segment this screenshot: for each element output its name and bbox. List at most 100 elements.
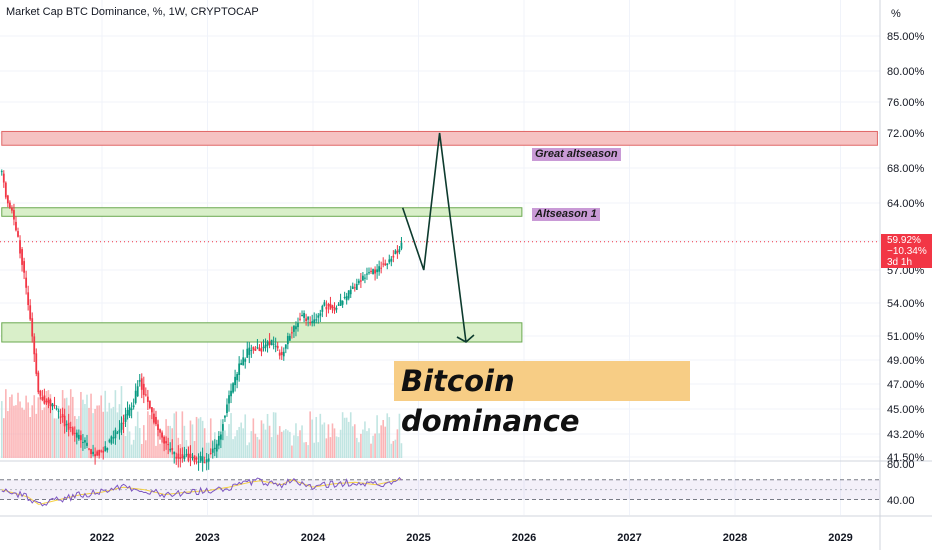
candle-body	[256, 347, 259, 349]
candle-body	[260, 348, 263, 352]
candle-body	[234, 376, 236, 386]
candle-body	[21, 249, 23, 265]
candle-body	[307, 316, 310, 320]
candle-body	[6, 195, 9, 204]
candle-body	[368, 272, 370, 274]
candle-body	[199, 455, 202, 461]
volume-bars	[0, 386, 403, 458]
volume-bar	[45, 391, 48, 458]
altseason-1-label: Altseason 1	[532, 208, 600, 221]
candle-body	[222, 424, 224, 431]
candle-body	[215, 444, 218, 452]
candle-body	[124, 414, 127, 422]
volume-bar	[266, 413, 269, 458]
volume-bar	[11, 394, 13, 458]
volume-bar	[33, 395, 36, 458]
candle-body	[272, 343, 275, 345]
volume-bar	[222, 430, 224, 458]
candle-body	[148, 400, 151, 409]
volume-bar	[376, 415, 378, 458]
volume-bar	[61, 390, 64, 458]
candle-body	[61, 413, 64, 418]
candle-body	[337, 304, 340, 306]
candle-body	[209, 453, 212, 455]
volume-bar	[86, 394, 88, 458]
candle-body	[71, 427, 74, 435]
candle-body	[27, 292, 30, 306]
candle-body	[254, 348, 257, 351]
candle-body	[400, 242, 403, 249]
candle-body	[323, 302, 326, 306]
candle-body	[376, 269, 379, 273]
candle-body	[67, 422, 70, 430]
volume-bar	[207, 442, 210, 458]
volume-bar	[13, 405, 15, 458]
volume-bar	[272, 412, 275, 458]
volume-bar	[0, 401, 3, 458]
candle-body	[39, 390, 42, 396]
time-axis[interactable]: 2022 2023 2024 2025 2026 2027 2028 2029	[90, 532, 853, 544]
volume-bar	[250, 431, 253, 458]
volume-bar	[134, 426, 137, 458]
candle-body	[179, 457, 182, 460]
candle-body	[75, 432, 78, 438]
candle-body	[146, 396, 149, 402]
candle-body	[248, 347, 251, 355]
volume-bar	[199, 417, 202, 458]
candle-body	[2, 173, 5, 183]
volume-bar	[254, 433, 257, 458]
volume-bar	[319, 413, 322, 458]
projection-arrowhead	[456, 334, 475, 343]
candle-body	[23, 261, 25, 273]
candle-body	[313, 319, 316, 324]
candle-body	[341, 300, 344, 305]
volume-bar	[98, 405, 100, 458]
candle-body	[69, 427, 72, 429]
volume-bar	[110, 408, 113, 458]
candle-body	[282, 351, 285, 357]
volume-bar	[333, 428, 336, 458]
candle-body	[73, 432, 76, 434]
volume-bar	[337, 437, 340, 458]
volume-bar	[80, 391, 82, 458]
candle-body	[266, 341, 269, 346]
volume-bar	[335, 436, 338, 458]
candle-body	[142, 383, 145, 395]
volume-bar	[155, 445, 157, 458]
candle-body	[8, 202, 11, 208]
candle-body	[353, 287, 356, 289]
candle-body	[315, 319, 318, 321]
volume-bar	[189, 420, 192, 458]
candle-body	[110, 436, 113, 444]
candle-body	[102, 450, 105, 453]
volume-bar	[53, 418, 56, 458]
volume-bar	[394, 439, 397, 458]
candle-body	[382, 263, 385, 265]
price-axis[interactable]: 85.00%80.00%76.00%72.00%68.00%64.00%60.0…	[887, 31, 925, 507]
candle-body	[258, 347, 261, 351]
volume-bar	[291, 445, 293, 458]
volume-bar	[35, 413, 38, 458]
volume-bar	[323, 422, 326, 458]
candle-body	[303, 313, 305, 318]
y-tick-label: 54.00%	[887, 298, 925, 310]
candle-body	[120, 422, 123, 430]
candle-body	[390, 258, 393, 262]
candle-body	[161, 432, 163, 438]
volume-bar	[258, 439, 261, 458]
candle-body	[86, 442, 88, 446]
volume-bar	[345, 417, 348, 458]
volume-bar	[287, 430, 289, 458]
candle-body	[349, 289, 352, 295]
candle-body	[240, 363, 243, 365]
candle-body	[19, 240, 21, 254]
candle-body	[33, 336, 36, 355]
volume-bar	[23, 409, 25, 458]
candle-body	[205, 459, 208, 463]
volume-bar	[396, 429, 399, 458]
volume-bar	[169, 425, 171, 458]
candle-body	[191, 457, 194, 459]
volume-bar	[358, 442, 360, 458]
candle-body	[288, 335, 291, 341]
